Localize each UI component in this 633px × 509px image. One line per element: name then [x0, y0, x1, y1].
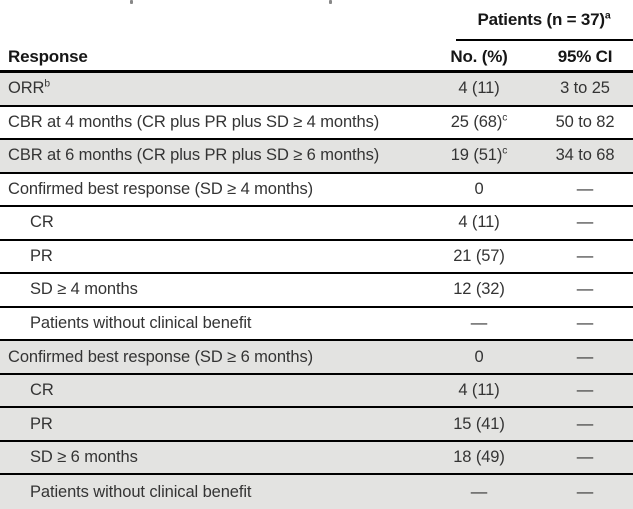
clipped-text-fragment	[130, 0, 133, 4]
ci-cell: —	[576, 179, 594, 198]
column-header-response: Response	[8, 47, 88, 66]
table-row: Confirmed best response (SD ≥ 6 months) …	[0, 341, 633, 375]
ci-cell: —	[576, 280, 594, 299]
response-cell: CR	[30, 381, 54, 400]
ci-cell: 34 to 68	[555, 146, 615, 165]
no-pct-cell: 15 (41)	[453, 414, 505, 433]
ci-cell: —	[576, 347, 594, 366]
response-cell: Confirmed best response (SD ≥ 4 months)	[8, 179, 314, 198]
column-header-ci: 95% CI	[557, 47, 613, 66]
column-header-row: Response No. (%) 95% CI	[0, 45, 633, 69]
response-cell: ORRb	[0, 79, 421, 98]
response-cell: CBR at 4 months (CR plus PR plus SD ≥ 4 …	[8, 112, 380, 131]
no-pct-cell: 21 (57)	[453, 246, 505, 265]
no-pct-value: 19 (51)	[450, 146, 503, 165]
no-pct-cell: —	[470, 482, 488, 501]
header-rule	[0, 70, 633, 73]
patients-group-header-text: Patients (n = 37)	[477, 10, 605, 29]
table-row: PR 21 (57) —	[0, 241, 633, 275]
no-pct-cell: 12 (32)	[453, 280, 505, 299]
response-label: ORR	[8, 79, 45, 98]
ci-cell: —	[576, 482, 594, 501]
ci-cell: —	[576, 313, 594, 332]
table-row: SD ≥ 4 months 12 (32) —	[0, 274, 633, 308]
table-row: Patients without clinical benefit — —	[0, 308, 633, 342]
response-cell: SD ≥ 4 months	[30, 280, 138, 299]
ci-cell: 3 to 25	[560, 79, 610, 98]
response-cell: CR	[30, 213, 54, 232]
footnote-marker-b: b	[44, 79, 50, 90]
column-header-no-pct: No. (%)	[450, 47, 508, 66]
no-pct-cell: 19 (51)c	[421, 146, 537, 165]
response-cell: PR	[30, 414, 53, 433]
no-pct-cell: 18 (49)	[453, 448, 505, 467]
no-pct-cell: 25 (68)c	[421, 113, 537, 132]
response-cell: Patients without clinical benefit	[30, 482, 252, 501]
ci-cell: —	[576, 414, 594, 433]
response-cell: Confirmed best response (SD ≥ 6 months)	[8, 347, 314, 366]
table-body: ORRb 4 (11) 3 to 25 CBR at 4 months (CR …	[0, 73, 633, 509]
no-pct-cell: 0	[474, 179, 484, 198]
table-row: ORRb 4 (11) 3 to 25	[0, 73, 633, 107]
patients-group-header: Patients (n = 37)a	[444, 10, 633, 30]
table-row: SD ≥ 6 months 18 (49) —	[0, 441, 633, 476]
table-row: Confirmed best response (SD ≥ 4 months) …	[0, 174, 633, 208]
table-row: CBR at 4 months (CR plus PR plus SD ≥ 4 …	[0, 107, 633, 141]
table-row: CR 4 (11) —	[0, 374, 633, 409]
no-pct-cell: —	[470, 313, 488, 332]
response-cell: Patients without clinical benefit	[30, 313, 252, 332]
footnote-marker-a: a	[604, 9, 611, 22]
clipped-text-fragment	[329, 0, 332, 4]
ci-cell: —	[576, 448, 594, 467]
footnote-marker-c: c	[502, 145, 508, 157]
group-header-rule	[456, 39, 633, 41]
table-row: CBR at 6 months (CR plus PR plus SD ≥ 6 …	[0, 140, 633, 174]
response-cell: PR	[30, 246, 53, 265]
response-cell: CBR at 6 months (CR plus PR plus SD ≥ 6 …	[8, 146, 380, 165]
table-row: PR 15 (41) —	[0, 408, 633, 442]
table-row: CR 4 (11) —	[0, 207, 633, 241]
no-pct-cell: 4 (11)	[458, 381, 500, 400]
no-pct-cell: 4 (11)	[458, 79, 500, 98]
ci-cell: 50 to 82	[555, 112, 615, 131]
no-pct-cell: 4 (11)	[458, 213, 500, 232]
response-cell: SD ≥ 6 months	[30, 448, 138, 467]
no-pct-cell: 0	[474, 347, 484, 366]
ci-cell: —	[576, 246, 594, 265]
no-pct-value: 25 (68)	[450, 112, 503, 131]
ci-cell: —	[576, 213, 594, 232]
table-row: Patients without clinical benefit — —	[0, 475, 633, 509]
ci-cell: —	[576, 381, 594, 400]
footnote-marker-c: c	[502, 112, 508, 124]
